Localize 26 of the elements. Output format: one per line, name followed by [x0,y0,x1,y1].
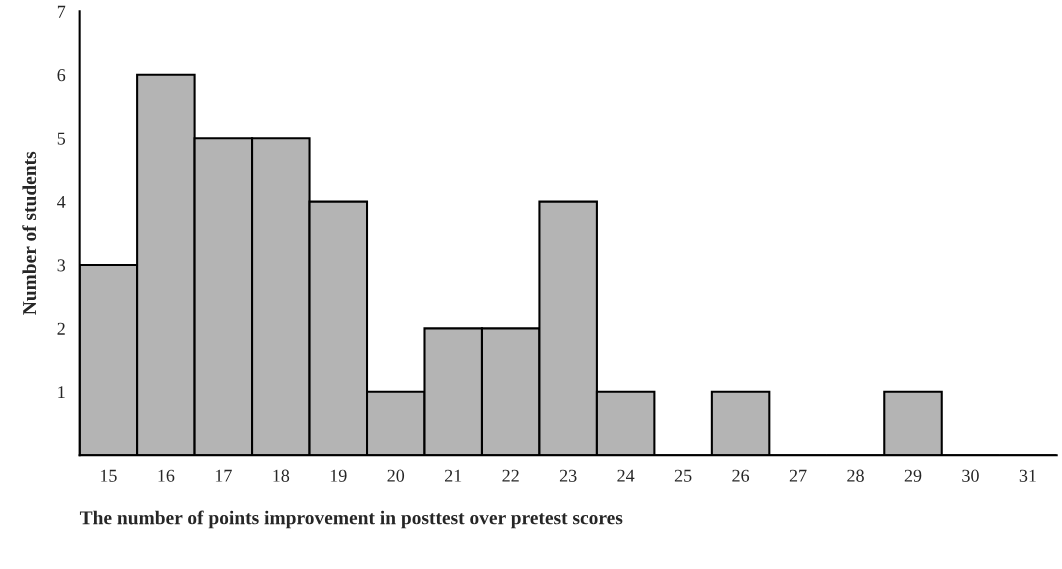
x-axis-title: The number of points improvement in posttest over pretest scores [79,510,623,529]
x-tick-label: 28 [847,469,864,482]
y-tick-label: 7 [57,5,66,18]
x-tick-label: 30 [962,469,979,482]
y-tick-label: 4 [57,195,66,208]
x-tick-label: 19 [330,469,347,482]
x-tick-label: 29 [904,469,922,482]
x-tick-label: 24 [617,469,635,482]
x-tick-label: 16 [158,469,175,482]
x-tick-label: 25 [674,469,692,482]
x-tick-label: 22 [502,469,519,482]
y-tick-label: 5 [57,132,66,145]
y-tick-label: 2 [57,322,65,335]
x-tick-label: 15 [100,469,117,482]
y-axis-title: Number of students [22,151,37,315]
x-tick-label: 20 [387,469,405,482]
x-tick-label: 26 [732,469,750,482]
x-tick-label: 27 [789,469,807,482]
x-tick-label: 17 [215,469,232,482]
y-tick-label: 3 [57,259,66,272]
y-tick-label: 1 [58,386,65,399]
y-tick-label: 6 [57,69,66,82]
x-tick-label: 18 [273,469,290,482]
x-tick-label: 31 [1019,469,1036,482]
x-tick-label: 21 [444,469,462,482]
x-tick-label: 23 [559,469,577,482]
